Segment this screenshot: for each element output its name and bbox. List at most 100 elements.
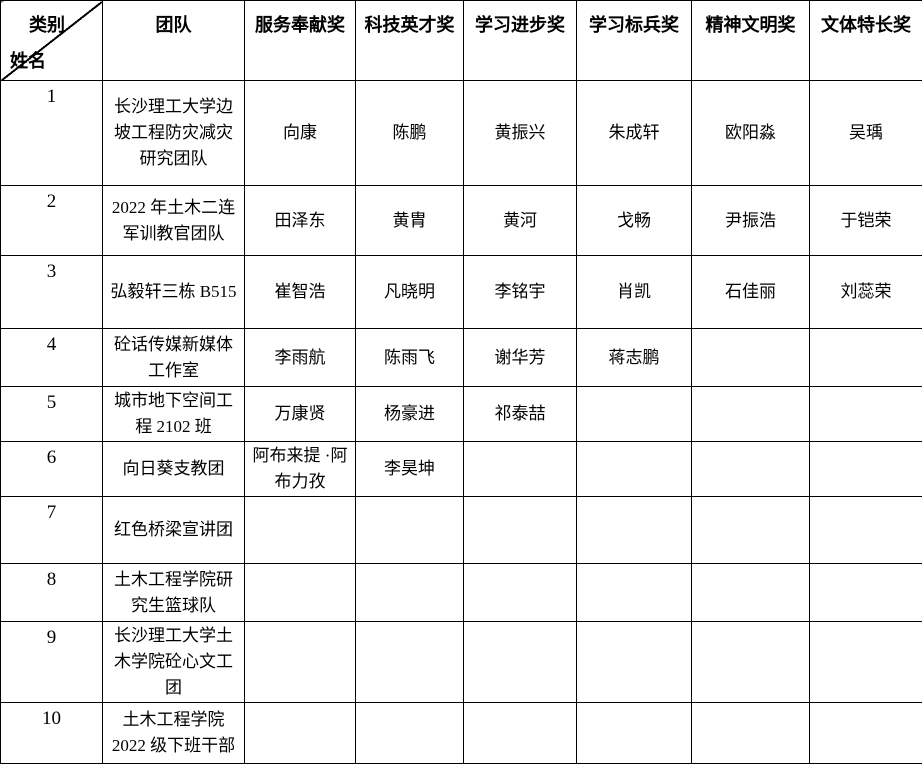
award-winner-cell: 陈鹏 bbox=[356, 81, 464, 186]
award-winner-cell: 崔智浩 bbox=[245, 256, 356, 329]
award-winner-cell: 尹振浩 bbox=[692, 186, 810, 256]
award-winner-cell bbox=[464, 497, 577, 564]
award-winner-cell bbox=[464, 564, 577, 622]
award-winner-cell bbox=[810, 442, 922, 497]
award-winner-cell bbox=[356, 497, 464, 564]
award-winner-cell bbox=[577, 387, 692, 442]
award-winner-cell bbox=[245, 622, 356, 703]
team-name-cell: 长沙理工大学土木学院砼心文工团 bbox=[103, 622, 245, 703]
award-winner-cell bbox=[245, 703, 356, 764]
award-winner-cell bbox=[692, 497, 810, 564]
award-winner-cell: 肖凯 bbox=[577, 256, 692, 329]
award-winner-cell bbox=[810, 564, 922, 622]
award-winner-cell bbox=[464, 622, 577, 703]
header-civilization-award: 精神文明奖 bbox=[692, 1, 810, 81]
award-winner-cell bbox=[692, 442, 810, 497]
team-name-cell: 砼话传媒新媒体工作室 bbox=[103, 329, 245, 387]
award-winner-cell bbox=[577, 564, 692, 622]
award-winner-cell bbox=[810, 497, 922, 564]
header-team: 团队 bbox=[103, 1, 245, 81]
award-winner-cell bbox=[356, 564, 464, 622]
award-winner-cell: 刘蕊荣 bbox=[810, 256, 922, 329]
row-number-cell: 7 bbox=[1, 497, 103, 564]
award-winner-cell bbox=[245, 564, 356, 622]
row-number-cell: 3 bbox=[1, 256, 103, 329]
header-pacesetter-award: 学习标兵奖 bbox=[577, 1, 692, 81]
award-winner-cell bbox=[245, 497, 356, 564]
award-winner-cell bbox=[692, 564, 810, 622]
row-number-cell: 9 bbox=[1, 622, 103, 703]
team-name-cell: 城市地下空间工程 2102 班 bbox=[103, 387, 245, 442]
team-name-cell: 弘毅轩三栋 B515 bbox=[103, 256, 245, 329]
header-progress-award: 学习进步奖 bbox=[464, 1, 577, 81]
row-number-cell: 8 bbox=[1, 564, 103, 622]
table-header: 类别 姓名 团队 服务奉献奖 科技英才奖 学习进步奖 学习标兵奖 精神文明奖 文… bbox=[1, 1, 922, 81]
award-winner-cell: 阿布来提 ·阿布力孜 bbox=[245, 442, 356, 497]
award-winner-cell bbox=[692, 329, 810, 387]
award-winner-cell bbox=[356, 622, 464, 703]
team-name-cell: 土木工程学院 2022 级下班干部 bbox=[103, 703, 245, 764]
award-winner-cell: 欧阳淼 bbox=[692, 81, 810, 186]
team-name-cell: 2022 年土木二连军训教官团队 bbox=[103, 186, 245, 256]
award-winner-cell bbox=[810, 622, 922, 703]
row-number-cell: 5 bbox=[1, 387, 103, 442]
award-winner-cell: 向康 bbox=[245, 81, 356, 186]
award-winner-cell: 杨豪进 bbox=[356, 387, 464, 442]
award-winner-cell: 吴瑀 bbox=[810, 81, 922, 186]
header-category-label: 类别 bbox=[29, 11, 65, 37]
row-number-cell: 1 bbox=[1, 81, 103, 186]
award-winner-cell: 石佳丽 bbox=[692, 256, 810, 329]
award-winner-cell: 黄振兴 bbox=[464, 81, 577, 186]
header-tech-award: 科技英才奖 bbox=[356, 1, 464, 81]
diagonal-header-cell: 类别 姓名 bbox=[1, 1, 103, 81]
award-winner-cell: 李雨航 bbox=[245, 329, 356, 387]
row-number-cell: 6 bbox=[1, 442, 103, 497]
award-winner-cell bbox=[810, 329, 922, 387]
award-winner-cell: 李铭宇 bbox=[464, 256, 577, 329]
header-service-award: 服务奉献奖 bbox=[245, 1, 356, 81]
row-number-cell: 2 bbox=[1, 186, 103, 256]
team-name-cell: 红色桥梁宣讲团 bbox=[103, 497, 245, 564]
award-winner-cell bbox=[356, 703, 464, 764]
award-winner-cell bbox=[464, 442, 577, 497]
award-winner-cell bbox=[577, 703, 692, 764]
award-winner-cell bbox=[692, 387, 810, 442]
header-row: 类别 姓名 团队 服务奉献奖 科技英才奖 学习进步奖 学习标兵奖 精神文明奖 文… bbox=[1, 1, 922, 81]
award-winner-cell: 田泽东 bbox=[245, 186, 356, 256]
award-winner-cell bbox=[577, 442, 692, 497]
award-winner-cell bbox=[464, 703, 577, 764]
award-winner-cell bbox=[692, 622, 810, 703]
team-name-cell: 土木工程学院研究生篮球队 bbox=[103, 564, 245, 622]
award-winner-cell bbox=[692, 703, 810, 764]
award-winner-cell bbox=[810, 387, 922, 442]
award-winner-cell: 万康贤 bbox=[245, 387, 356, 442]
team-name-cell: 向日葵支教团 bbox=[103, 442, 245, 497]
award-winner-cell: 戈畅 bbox=[577, 186, 692, 256]
team-name-cell: 长沙理工大学边坡工程防灾减灾研究团队 bbox=[103, 81, 245, 186]
award-winner-cell: 黄河 bbox=[464, 186, 577, 256]
award-winner-cell bbox=[810, 703, 922, 764]
award-winner-cell bbox=[577, 497, 692, 564]
award-winner-cell: 蒋志鹏 bbox=[577, 329, 692, 387]
award-winner-cell: 祁泰喆 bbox=[464, 387, 577, 442]
award-winner-cell: 朱成轩 bbox=[577, 81, 692, 186]
award-winner-cell: 陈雨飞 bbox=[356, 329, 464, 387]
award-winner-cell: 李昊坤 bbox=[356, 442, 464, 497]
header-sports-arts-award: 文体特长奖 bbox=[810, 1, 922, 81]
award-winner-cell: 黄胄 bbox=[356, 186, 464, 256]
row-number-cell: 4 bbox=[1, 329, 103, 387]
header-name-label: 姓名 bbox=[10, 47, 46, 73]
award-winner-cell: 谢华芳 bbox=[464, 329, 577, 387]
award-winner-cell: 凡晓明 bbox=[356, 256, 464, 329]
